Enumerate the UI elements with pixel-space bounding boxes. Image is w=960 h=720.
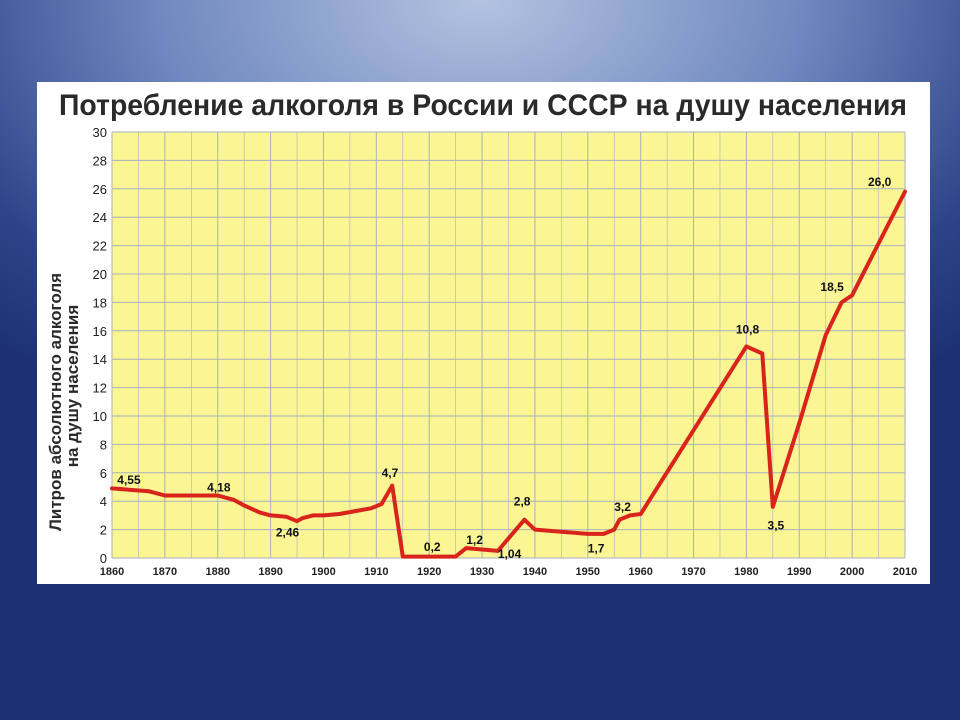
y-tick-label: 22 xyxy=(93,239,107,254)
x-tick-label: 1860 xyxy=(100,566,124,578)
data-label: 3,2 xyxy=(614,500,631,514)
y-tick-label: 12 xyxy=(93,381,107,396)
data-point xyxy=(400,554,405,559)
x-tick-label: 1960 xyxy=(628,566,652,578)
x-axis: 1860 1870 1880 1890 1900 1910 1920 1930 1940 1950… xyxy=(100,566,917,578)
y-tick-label: 0 xyxy=(100,551,107,566)
data-point xyxy=(453,554,458,559)
data-point xyxy=(744,344,749,349)
data-labels: 4,55 4,18 2,46 4,7 0,2 1,2 1,04 2,8 1,7 3,2 10,8 3,… xyxy=(117,175,891,561)
data-point xyxy=(797,421,802,425)
x-tick-label: 2010 xyxy=(893,566,917,578)
data-label: 4,7 xyxy=(382,466,399,480)
y-tick-label: 18 xyxy=(93,295,107,310)
data-point xyxy=(903,189,907,194)
x-tick-label: 1980 xyxy=(734,566,758,578)
x-tick-label: 2000 xyxy=(840,566,864,578)
data-label: 1,7 xyxy=(588,541,605,555)
chart: Потребление алкоголя в России и СССР на … xyxy=(46,89,917,578)
data-label: 3,5 xyxy=(768,519,785,533)
y-tick-label: 14 xyxy=(93,352,107,367)
y-tick-label: 30 xyxy=(93,125,107,140)
data-point xyxy=(321,513,326,518)
x-tick-label: 1910 xyxy=(364,566,388,578)
data-label: 10,8 xyxy=(736,323,760,337)
data-point xyxy=(311,513,315,518)
data-point xyxy=(464,546,469,550)
y-axis-label-line-2: на душу населения xyxy=(63,305,82,468)
series-line xyxy=(110,189,907,559)
data-point xyxy=(390,483,394,488)
data-point xyxy=(823,333,828,337)
data-point xyxy=(427,554,432,559)
data-point xyxy=(258,510,262,515)
data-point xyxy=(284,515,289,519)
data-label: 18,5 xyxy=(820,280,844,294)
data-point xyxy=(353,509,357,513)
data-point xyxy=(215,493,220,498)
data-point xyxy=(760,351,765,356)
x-tick-label: 1880 xyxy=(205,566,229,578)
data-point xyxy=(850,293,854,298)
y-tick-label: 28 xyxy=(93,153,107,168)
x-tick-label: 1890 xyxy=(258,566,282,578)
x-tick-label: 1870 xyxy=(153,566,177,578)
x-tick-label: 1930 xyxy=(470,566,494,578)
data-label: 2,8 xyxy=(514,494,531,508)
data-point xyxy=(839,300,844,305)
data-label: 4,18 xyxy=(207,480,231,494)
y-tick-label: 24 xyxy=(93,210,107,225)
data-point xyxy=(771,505,775,509)
data-point xyxy=(628,513,632,518)
y-axis-label-line-1: Литров абсолютного алкоголя xyxy=(46,273,65,531)
data-point xyxy=(110,486,114,491)
data-label: 1,04 xyxy=(498,547,522,561)
data-point xyxy=(163,493,167,498)
x-tick-label: 1900 xyxy=(311,566,335,578)
data-point xyxy=(379,502,384,506)
chart-panel: Потребление алкоголя в России и СССР на … xyxy=(37,82,930,584)
data-label: 4,55 xyxy=(117,473,141,487)
y-tick-label: 16 xyxy=(93,324,107,339)
data-point xyxy=(337,512,342,516)
data-point xyxy=(369,506,373,511)
data-point xyxy=(617,517,622,522)
x-tick-label: 1950 xyxy=(576,566,600,578)
data-point xyxy=(231,497,236,502)
data-point xyxy=(268,513,273,518)
data-point xyxy=(586,532,590,536)
y-tick-label: 8 xyxy=(100,437,107,452)
data-point xyxy=(601,532,606,536)
data-point xyxy=(300,516,305,521)
y-tick-label: 20 xyxy=(93,267,107,282)
y-tick-label: 4 xyxy=(100,494,107,509)
data-point xyxy=(496,549,500,553)
x-tick-label: 1920 xyxy=(417,566,441,578)
y-tick-label: 10 xyxy=(93,409,107,424)
data-point xyxy=(147,489,151,494)
y-tick-label: 2 xyxy=(100,523,107,538)
data-label: 26,0 xyxy=(868,175,892,189)
data-point xyxy=(295,519,299,523)
series-points xyxy=(110,189,907,559)
data-point xyxy=(242,503,246,508)
data-label: 2,46 xyxy=(276,526,300,540)
y-tick-label: 6 xyxy=(100,466,107,481)
data-point xyxy=(533,527,537,532)
data-point xyxy=(480,547,484,552)
x-tick-label: 1970 xyxy=(681,566,705,578)
data-point xyxy=(522,517,527,522)
data-label: 0,2 xyxy=(424,540,441,554)
x-tick-label: 1940 xyxy=(523,566,547,578)
data-point xyxy=(612,527,617,532)
data-label: 1,2 xyxy=(466,533,483,547)
x-tick-label: 1990 xyxy=(787,566,811,578)
chart-title: Потребление алкоголя в России и СССР на … xyxy=(59,89,907,122)
data-point xyxy=(638,512,643,516)
y-tick-label: 26 xyxy=(93,182,107,197)
grid xyxy=(111,131,906,559)
